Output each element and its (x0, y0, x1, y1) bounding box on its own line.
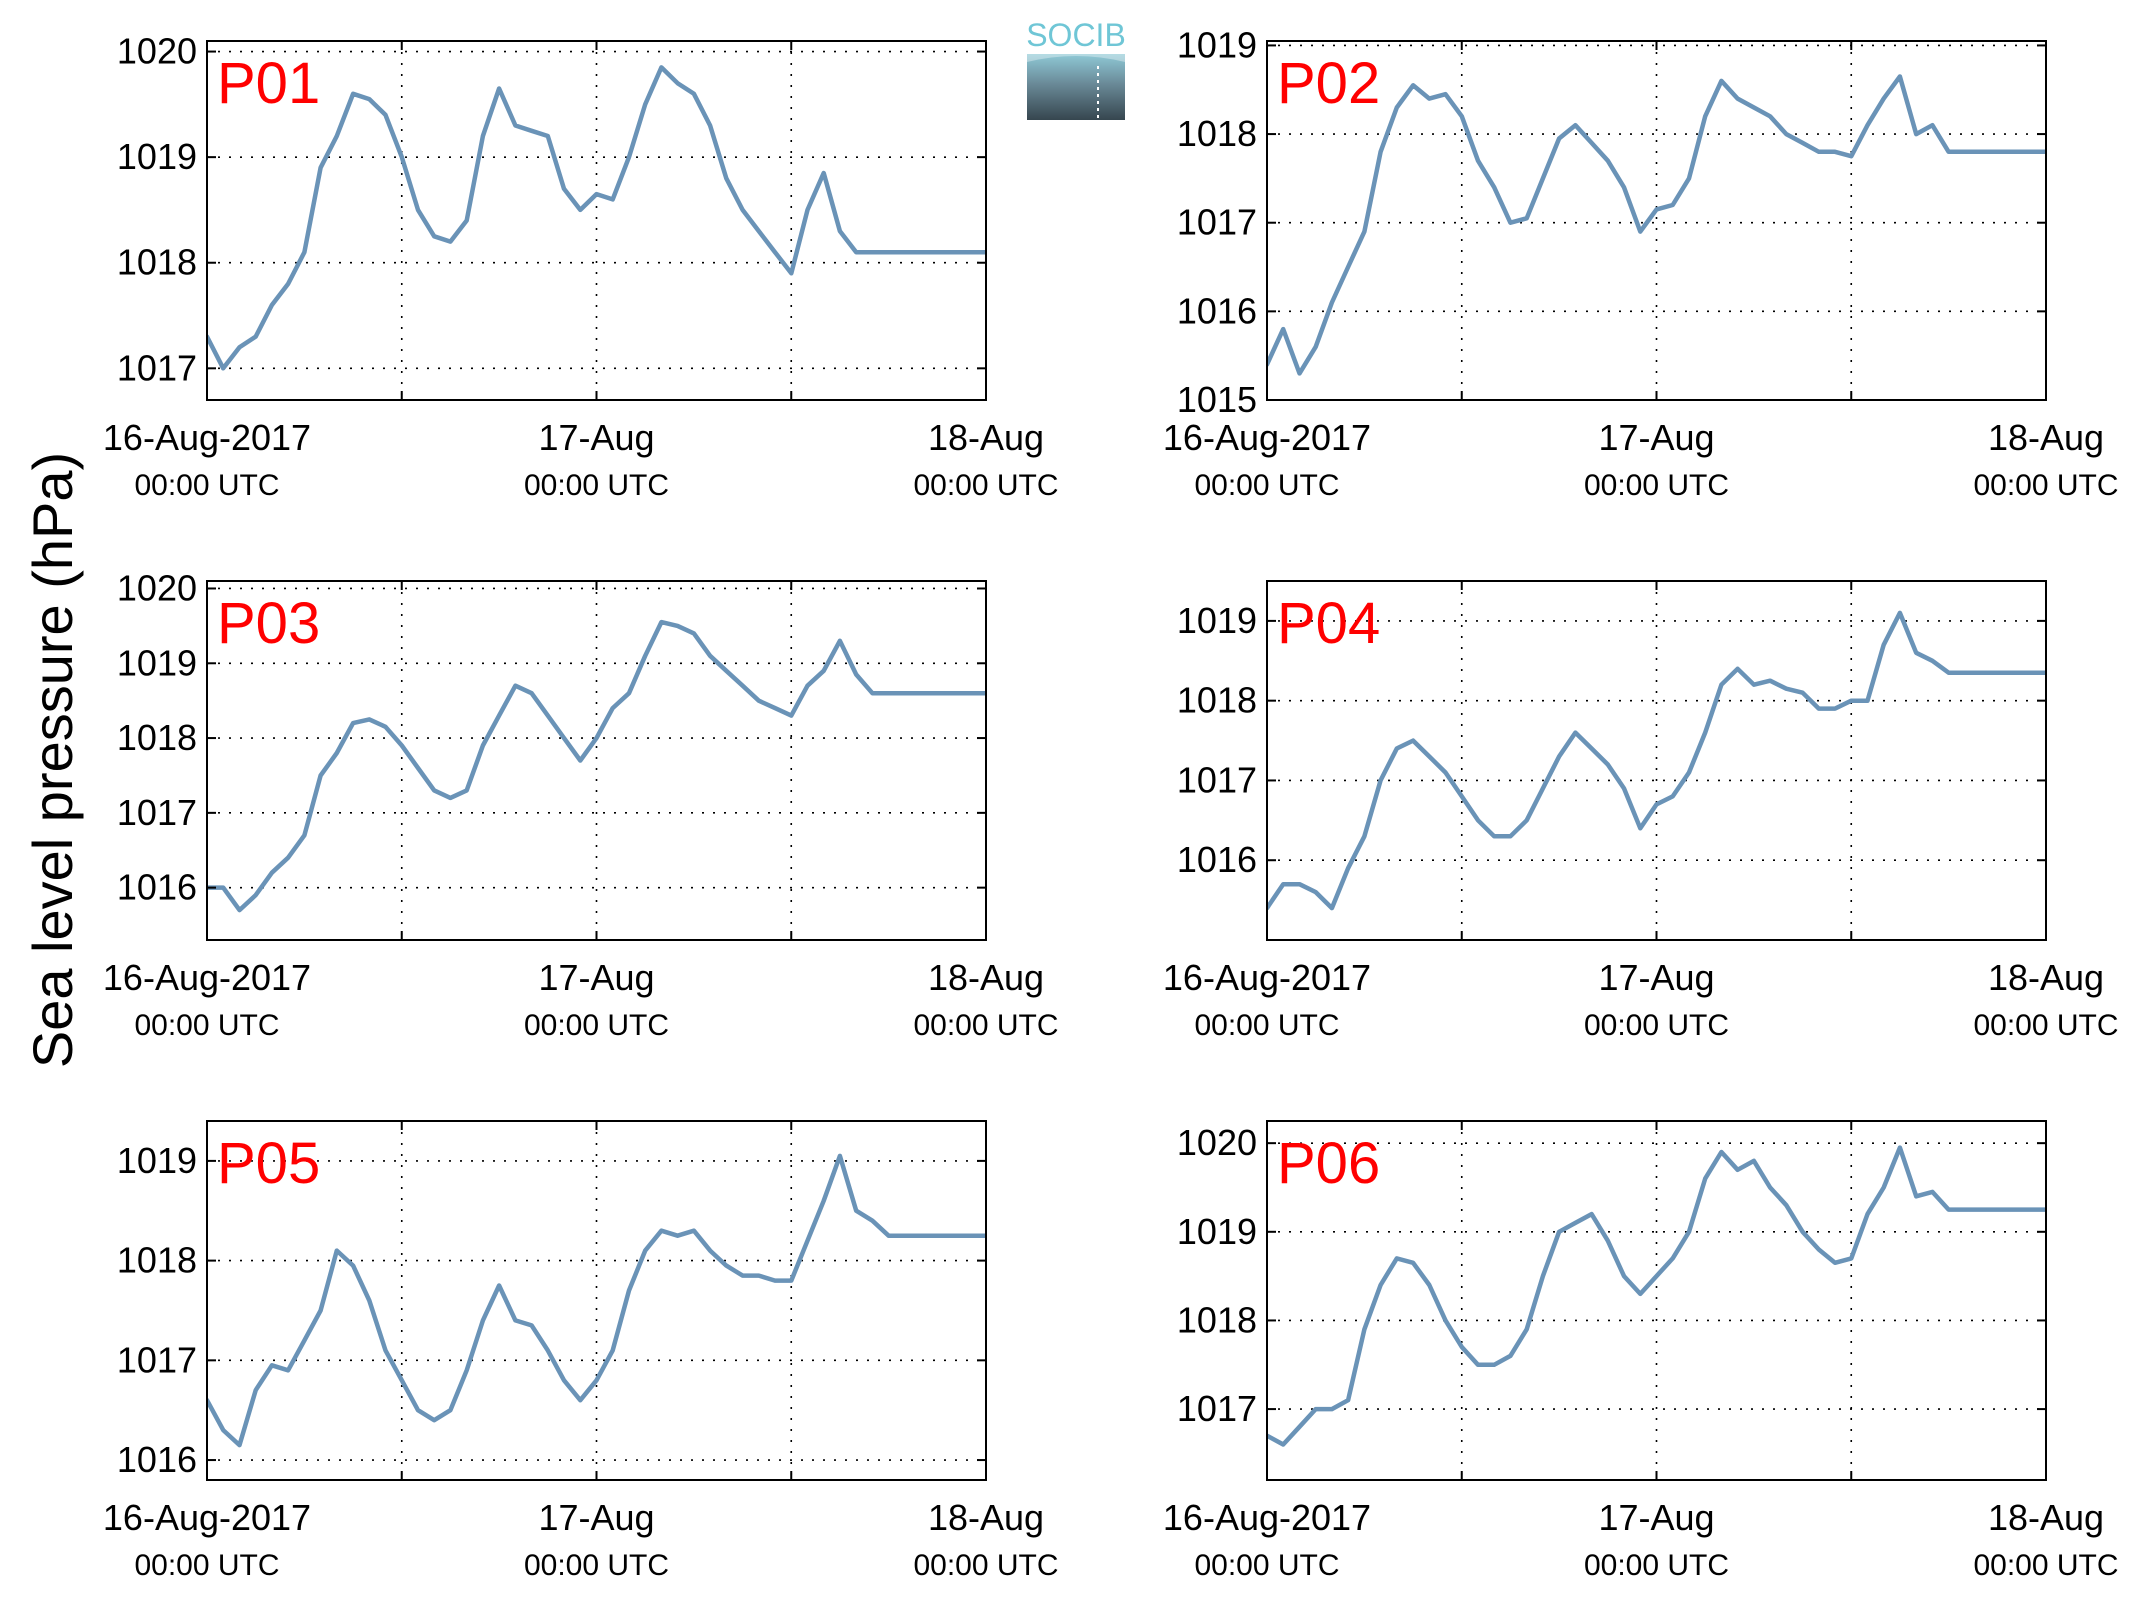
grid (1267, 41, 2046, 401)
grid (1267, 581, 2046, 940)
x-tick-label: 18-Aug (928, 417, 1044, 458)
panel-p04: 1016 1017 1018 1019 16-Aug-2017 00:00 UTC 17-A… (1163, 580, 2119, 1042)
y-tick-label: 1016 (117, 1439, 197, 1480)
x-tick-label: 18-Aug (928, 1497, 1044, 1538)
y-tick-label: 1020 (117, 31, 197, 72)
x-tick-label: 18-Aug (928, 957, 1044, 998)
x-tick-label: 17-Aug (1598, 1497, 1714, 1538)
axes-box (1266, 40, 2047, 401)
series-line (207, 619, 986, 913)
logo-wave-icon (1027, 54, 1125, 62)
x-tick-sublabel: 00:00 UTC (913, 1009, 1058, 1042)
panel-label: P01 (217, 51, 320, 116)
series-line (207, 1153, 986, 1448)
x-tick-label: 17-Aug (1598, 417, 1714, 458)
grid (207, 1121, 986, 1480)
series-line (1267, 610, 2046, 911)
x-tick-label: 17-Aug (538, 417, 654, 458)
x-tick-sublabel: 00:00 UTC (1584, 1009, 1729, 1042)
y-tick-label: 1018 (1177, 680, 1257, 721)
x-tick-sublabel: 00:00 UTC (1973, 469, 2118, 502)
x-tick-sublabel: 00:00 UTC (524, 469, 669, 502)
x-tick-label: 16-Aug-2017 (1163, 417, 1371, 458)
y-tick-label: 1018 (1177, 1299, 1257, 1340)
x-tick-label: 18-Aug (1988, 1497, 2104, 1538)
x-tick-label: 16-Aug-2017 (103, 957, 311, 998)
panel-label: P02 (1277, 51, 1380, 116)
panel-p06: 1017 1018 1019 1020 16-Aug-2017 00:00 UTC 17-A… (1163, 1120, 2119, 1582)
x-tick-sublabel: 00:00 UTC (1194, 469, 1339, 502)
panel-label: P06 (1277, 1131, 1380, 1196)
panel-label: P04 (1277, 591, 1380, 656)
x-tick-label: 16-Aug-2017 (1163, 957, 1371, 998)
y-tick-label: 1018 (1177, 113, 1257, 154)
grid (207, 581, 986, 940)
axes-box (1266, 1120, 2047, 1481)
grid (1267, 1121, 2046, 1480)
x-tick-sublabel: 00:00 UTC (134, 469, 279, 502)
logo-badge (1027, 54, 1125, 120)
axes-box (206, 40, 987, 401)
x-tick-sublabel: 00:00 UTC (524, 1009, 669, 1042)
y-tick-label: 1017 (117, 1339, 197, 1380)
grid (207, 41, 986, 400)
x-tick-sublabel: 00:00 UTC (1194, 1549, 1339, 1582)
y-tick-label: 1017 (1177, 759, 1257, 800)
panel-p03: 1016 1017 1018 1019 1020 16-Aug-2017 00:00 UTC… (103, 567, 1059, 1042)
y-tick-label: 1019 (117, 642, 197, 683)
x-tick-sublabel: 00:00 UTC (913, 469, 1058, 502)
x-tick-sublabel: 00:00 UTC (913, 1549, 1058, 1582)
series-line (1267, 74, 2046, 376)
x-tick-label: 16-Aug-2017 (103, 1497, 311, 1538)
series-line (207, 65, 986, 371)
panel-p05: 1016 1017 1018 1019 16-Aug-2017 00:00 UTC 17-A… (103, 1120, 1059, 1582)
panel-p02: 1015 1016 1017 1018 1019 16-Aug-2017 00:00 UTC… (1163, 24, 2119, 502)
y-tick-label: 1019 (1177, 24, 1257, 65)
y-tick-label: 1016 (1177, 839, 1257, 880)
y-tick-label: 1019 (1177, 600, 1257, 641)
axes-box (206, 580, 987, 941)
x-tick-sublabel: 00:00 UTC (524, 1549, 669, 1582)
socib-logo: SOCIB (1026, 17, 1126, 120)
y-tick-label: 1017 (117, 792, 197, 833)
x-tick-sublabel: 00:00 UTC (1584, 1549, 1729, 1582)
x-tick-sublabel: 00:00 UTC (1973, 1549, 2118, 1582)
x-tick-label: 17-Aug (1598, 957, 1714, 998)
y-tick-label: 1017 (1177, 202, 1257, 243)
panel-label: P05 (217, 1131, 320, 1196)
panel-p01: 1017 1018 1019 1020 16-Aug-2017 00:00 UTC 17-A… (103, 31, 1059, 502)
x-tick-label: 16-Aug-2017 (103, 417, 311, 458)
x-tick-sublabel: 00:00 UTC (1194, 1009, 1339, 1042)
series-line (1267, 1145, 2046, 1447)
x-tick-label: 18-Aug (1988, 417, 2104, 458)
y-tick-label: 1019 (117, 136, 197, 177)
x-tick-sublabel: 00:00 UTC (134, 1009, 279, 1042)
y-tick-label: 1020 (117, 567, 197, 608)
x-tick-label: 18-Aug (1988, 957, 2104, 998)
panel-label: P03 (217, 591, 320, 656)
axes-box (1266, 580, 2047, 941)
y-tick-label: 1017 (117, 347, 197, 388)
x-tick-label: 16-Aug-2017 (1163, 1497, 1371, 1538)
x-tick-label: 17-Aug (538, 1497, 654, 1538)
x-tick-label: 17-Aug (538, 957, 654, 998)
x-tick-sublabel: 00:00 UTC (1973, 1009, 2118, 1042)
x-tick-sublabel: 00:00 UTC (1584, 469, 1729, 502)
y-tick-label: 1018 (117, 242, 197, 283)
y-tick-label: 1015 (1177, 379, 1257, 420)
y-tick-label: 1017 (1177, 1388, 1257, 1429)
y-tick-label: 1020 (1177, 1122, 1257, 1163)
y-axis-label: Sea level pressure (hPa) (21, 452, 84, 1068)
y-tick-label: 1018 (117, 717, 197, 758)
x-tick-sublabel: 00:00 UTC (134, 1549, 279, 1582)
y-tick-label: 1016 (117, 867, 197, 908)
y-tick-label: 1019 (1177, 1211, 1257, 1252)
y-tick-label: 1016 (1177, 290, 1257, 331)
y-tick-label: 1019 (117, 1140, 197, 1181)
logo-text: SOCIB (1026, 17, 1126, 53)
y-tick-label: 1018 (117, 1240, 197, 1281)
